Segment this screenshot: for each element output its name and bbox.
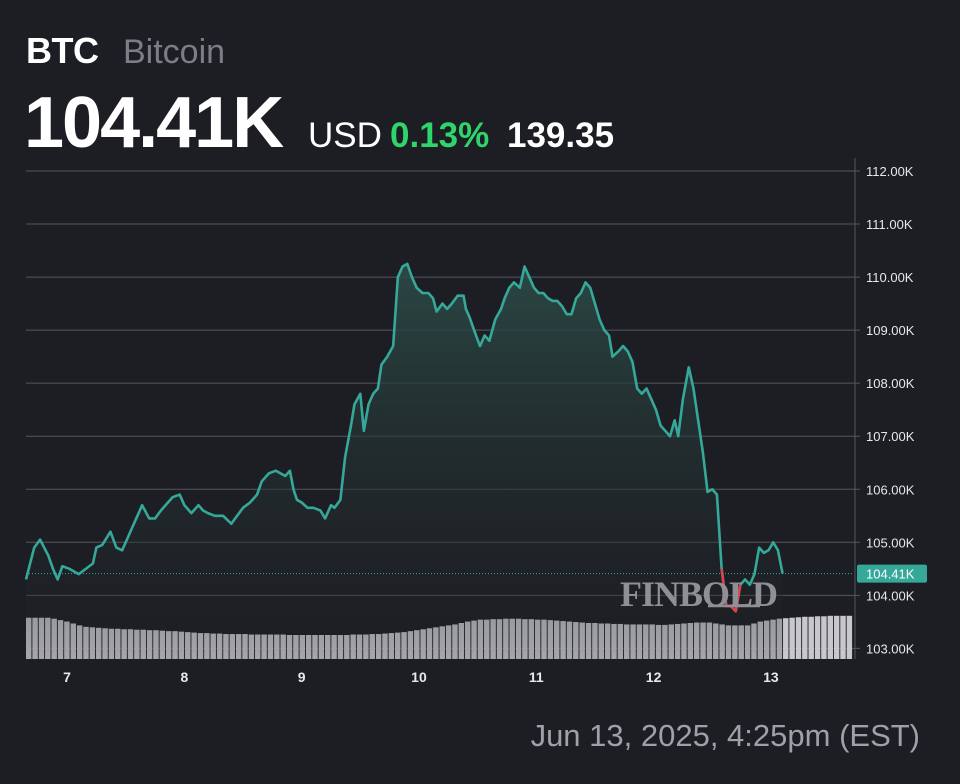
y-tick-label: 105.00K bbox=[866, 535, 915, 550]
x-tick-label: 12 bbox=[646, 669, 662, 685]
current-price: 104.41K bbox=[24, 83, 284, 163]
current-price-badge bbox=[857, 564, 927, 583]
y-tick-label: 112.00K bbox=[866, 164, 914, 179]
volume-bar bbox=[840, 615, 846, 659]
volume-bar bbox=[821, 616, 827, 659]
volume-bar bbox=[795, 617, 802, 659]
timestamp: Jun 13, 2025, 4:25pm (EST) bbox=[530, 718, 920, 753]
change-percent: 0.13% bbox=[390, 116, 490, 155]
x-tick-label: 13 bbox=[763, 669, 779, 685]
price-line bbox=[24, 262, 784, 613]
y-tick-label: 103.00K bbox=[866, 641, 915, 656]
asset-name: Bitcoin bbox=[123, 33, 226, 71]
volume-bar bbox=[783, 618, 789, 659]
y-tick-label: 110.00K bbox=[866, 270, 914, 285]
volume-bar bbox=[846, 615, 853, 659]
y-tick-label: 109.00K bbox=[866, 323, 915, 338]
finbold-watermark: FINBOLD bbox=[620, 574, 777, 614]
volume-bar bbox=[802, 616, 808, 659]
x-tick-label: 8 bbox=[180, 669, 188, 685]
y-tick-label: 111.00K bbox=[866, 217, 913, 232]
y-tick-label: 108.00K bbox=[866, 376, 915, 391]
price-area bbox=[26, 263, 783, 659]
currency-label: USD bbox=[308, 116, 382, 155]
ticker-symbol: BTC bbox=[26, 30, 99, 71]
volume-bar bbox=[833, 615, 840, 659]
volume-bar bbox=[808, 616, 814, 659]
price-chart: 103.00K 104.00K 105.00K 106.00K 107.00K 108.0… bbox=[24, 158, 927, 685]
volume-bar bbox=[789, 617, 795, 659]
current-price-badge-label: 104.41K bbox=[866, 567, 915, 582]
x-tick-label: 11 bbox=[529, 669, 544, 685]
x-tick-label: 10 bbox=[411, 669, 427, 685]
volume-bar bbox=[827, 615, 834, 659]
change-absolute: 139.35 bbox=[507, 116, 615, 155]
y-tick-label: 107.00K bbox=[866, 429, 915, 444]
y-tick-label: 106.00K bbox=[866, 482, 915, 497]
x-tick-label: 9 bbox=[298, 669, 306, 685]
x-tick-label: 7 bbox=[63, 669, 71, 685]
volume-bar bbox=[814, 616, 821, 659]
y-tick-label: 104.00K bbox=[866, 588, 915, 603]
